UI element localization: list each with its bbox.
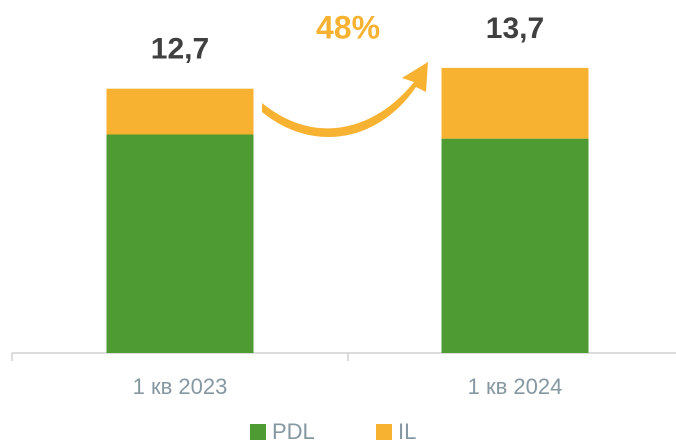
annotation: 48% — [316, 9, 380, 45]
legend-label: IL — [398, 419, 416, 444]
total-label: 12,7 — [151, 33, 209, 66]
bar-segment — [441, 67, 589, 139]
legend-label: PDL — [272, 419, 315, 444]
x-tick-label: 1 кв 2024 — [468, 374, 563, 399]
x-axis — [11, 352, 676, 361]
bar-segment — [441, 138, 589, 353]
bar-segment — [106, 134, 254, 353]
x-tick-label: 1 кв 2023 — [133, 374, 228, 399]
legend-swatch — [250, 424, 266, 440]
legend-swatch — [376, 424, 392, 440]
growth-arrow — [262, 62, 428, 138]
total-label: 13,7 — [486, 12, 544, 45]
bar-segment — [106, 88, 254, 135]
